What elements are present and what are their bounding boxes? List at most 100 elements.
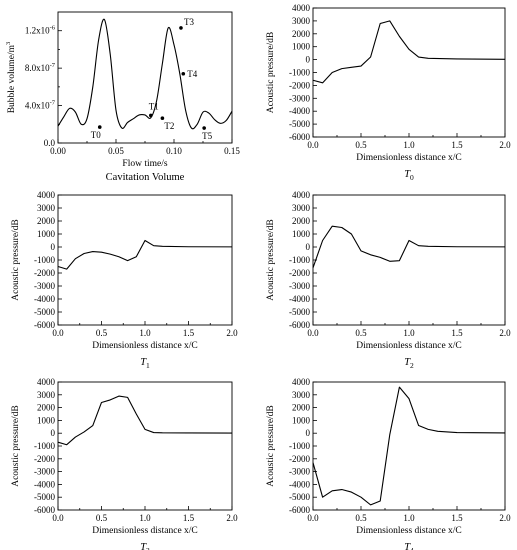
y-tick-label: -1000 <box>289 68 310 78</box>
y-axis-label: Acoustic pressure/dB <box>11 219 21 301</box>
y-axis-label-base: Bubble volume/m <box>7 44 17 113</box>
caption-base: T <box>140 542 147 550</box>
x-tick-label: 0.00 <box>50 146 66 156</box>
y-tick-label: -6000 <box>289 505 310 515</box>
y-tick-label: -3000 <box>289 281 310 291</box>
marker-label: T4 <box>187 69 197 79</box>
caption-base: T <box>140 357 147 368</box>
caption-base: T <box>404 357 411 368</box>
y-tick-label: -1000 <box>289 441 310 451</box>
x-tick-label: 0.0 <box>307 328 319 338</box>
caption-subscript: 1 <box>146 361 150 370</box>
x-tick-label: 1.0 <box>139 513 151 523</box>
plot-frame <box>312 381 506 511</box>
y-tick-label: 4.0x10-7 <box>25 100 56 111</box>
y-tick-label: -4000 <box>289 294 310 304</box>
caption-subscript: 2 <box>410 361 414 370</box>
y-tick-label: -4000 <box>289 106 310 116</box>
marker-point <box>149 113 153 118</box>
y-tick-label: -5000 <box>34 307 55 317</box>
y-tick-label: 2000 <box>292 403 311 413</box>
x-tick-label: 1.5 <box>183 328 195 338</box>
x-tick-label: 0.05 <box>108 146 124 156</box>
y-tick-label: -5000 <box>34 492 55 502</box>
series-line <box>57 18 233 130</box>
caption-base: T <box>404 542 411 550</box>
acoustic-pressure-chart-T1: 0.0 0.5 1.0 1.5 2.0 4000 3000 2000 1000 0 -1000 -20… <box>11 190 238 370</box>
y-axis-label: Acoustic pressure/dB <box>11 405 21 487</box>
x-tick-label: 1.0 <box>139 328 151 338</box>
chart-caption: T2 <box>404 357 414 370</box>
x-tick-label: 0.15 <box>224 146 240 156</box>
bubble-volume-chart: 0.00 0.05 0.10 0.150.04.0x10-78.0x10-71.2x1… <box>5 11 240 183</box>
y-tick-label: 1000 <box>292 229 311 239</box>
x-tick-label: 0.10 <box>166 146 182 156</box>
y-tick-label: 2000 <box>292 216 311 226</box>
x-tick-label: 0.5 <box>355 513 367 523</box>
y-tick-label: 4000 <box>37 190 56 200</box>
caption-base: T <box>404 169 411 180</box>
y-tick-label: 0 <box>306 428 311 438</box>
y-tick-label: -5000 <box>289 492 310 502</box>
y-tick-label: -3000 <box>289 467 310 477</box>
series-line <box>312 225 506 268</box>
y-tick-label: -6000 <box>34 505 55 515</box>
y-tick-label: 0 <box>306 242 311 252</box>
x-tick-label: 0.5 <box>355 140 367 150</box>
x-tick-label: 0.0 <box>307 513 319 523</box>
y-tick-label: 0 <box>51 428 56 438</box>
y-tick-label: 3000 <box>292 16 311 26</box>
x-tick-label: 1.0 <box>403 513 415 523</box>
x-tick-label: 2.0 <box>499 513 511 523</box>
y-tick-label: -3000 <box>34 281 55 291</box>
chart-caption: T1 <box>140 357 150 370</box>
x-tick-label: 1.5 <box>183 513 195 523</box>
x-axis-label: Dimensionless distance x/C <box>356 153 462 163</box>
y-tick-label: 1000 <box>37 415 56 425</box>
y-tick-exponent: -7 <box>50 62 56 69</box>
acoustic-pressure-chart-T3: 0.0 0.5 1.0 1.5 2.0 4000 3000 2000 1000 0 -1000 -20… <box>11 377 238 550</box>
y-tick-label: -5000 <box>289 307 310 317</box>
x-axis-label: Dimensionless distance x/C <box>92 341 198 351</box>
y-axis-label: Bubble volume/m3 <box>5 42 17 114</box>
y-tick-label: 0 <box>51 242 56 252</box>
y-axis-label: Acoustic pressure/dB <box>266 405 276 487</box>
marker-label: T5 <box>202 131 212 141</box>
series-line <box>57 395 233 446</box>
plot-frame <box>57 194 233 326</box>
x-axis-label: Dimensionless distance x/C <box>356 526 462 536</box>
y-tick-label: 0 <box>306 55 311 65</box>
marker-label: T3 <box>184 17 194 27</box>
y-tick-label: -6000 <box>289 132 310 142</box>
x-tick-label: 2.0 <box>499 328 511 338</box>
y-tick-label: -2000 <box>34 454 55 464</box>
y-tick-label: 8.0x10-7 <box>25 62 56 73</box>
y-tick-label: 4000 <box>292 190 311 200</box>
y-tick-label: 3000 <box>37 203 56 213</box>
y-tick-label: 3000 <box>292 203 311 213</box>
y-tick-label: 1000 <box>37 229 56 239</box>
marker-point <box>181 71 186 76</box>
y-tick-label: -1000 <box>289 255 310 265</box>
y-tick-base: 4.0x10 <box>25 101 50 111</box>
x-axis-label: Flow time/s <box>122 159 167 169</box>
y-tick-label: -4000 <box>34 294 55 304</box>
x-tick-label: 0.5 <box>96 328 108 338</box>
x-tick-label: 0.5 <box>96 513 108 523</box>
x-tick-label: 0.0 <box>52 513 64 523</box>
y-axis-label-exponent: 3 <box>5 42 12 45</box>
x-tick-label: 0.0 <box>307 140 319 150</box>
y-tick-label: 0.0 <box>44 138 56 148</box>
acoustic-pressure-chart-T4: 0.0 0.5 1.0 1.5 2.0 4000 3000 2000 1000 0 -1000 -20… <box>266 377 511 550</box>
x-tick-label: 2.0 <box>499 140 511 150</box>
series-line <box>312 20 506 84</box>
y-tick-label: 3000 <box>292 390 311 400</box>
series-line <box>57 239 233 270</box>
marker-label: T1 <box>149 101 159 111</box>
y-tick-label: 4000 <box>292 3 311 13</box>
marker-label: T2 <box>164 121 174 131</box>
marker-point <box>160 116 165 121</box>
y-tick-label: -2000 <box>289 454 310 464</box>
plot-frame <box>57 381 233 511</box>
